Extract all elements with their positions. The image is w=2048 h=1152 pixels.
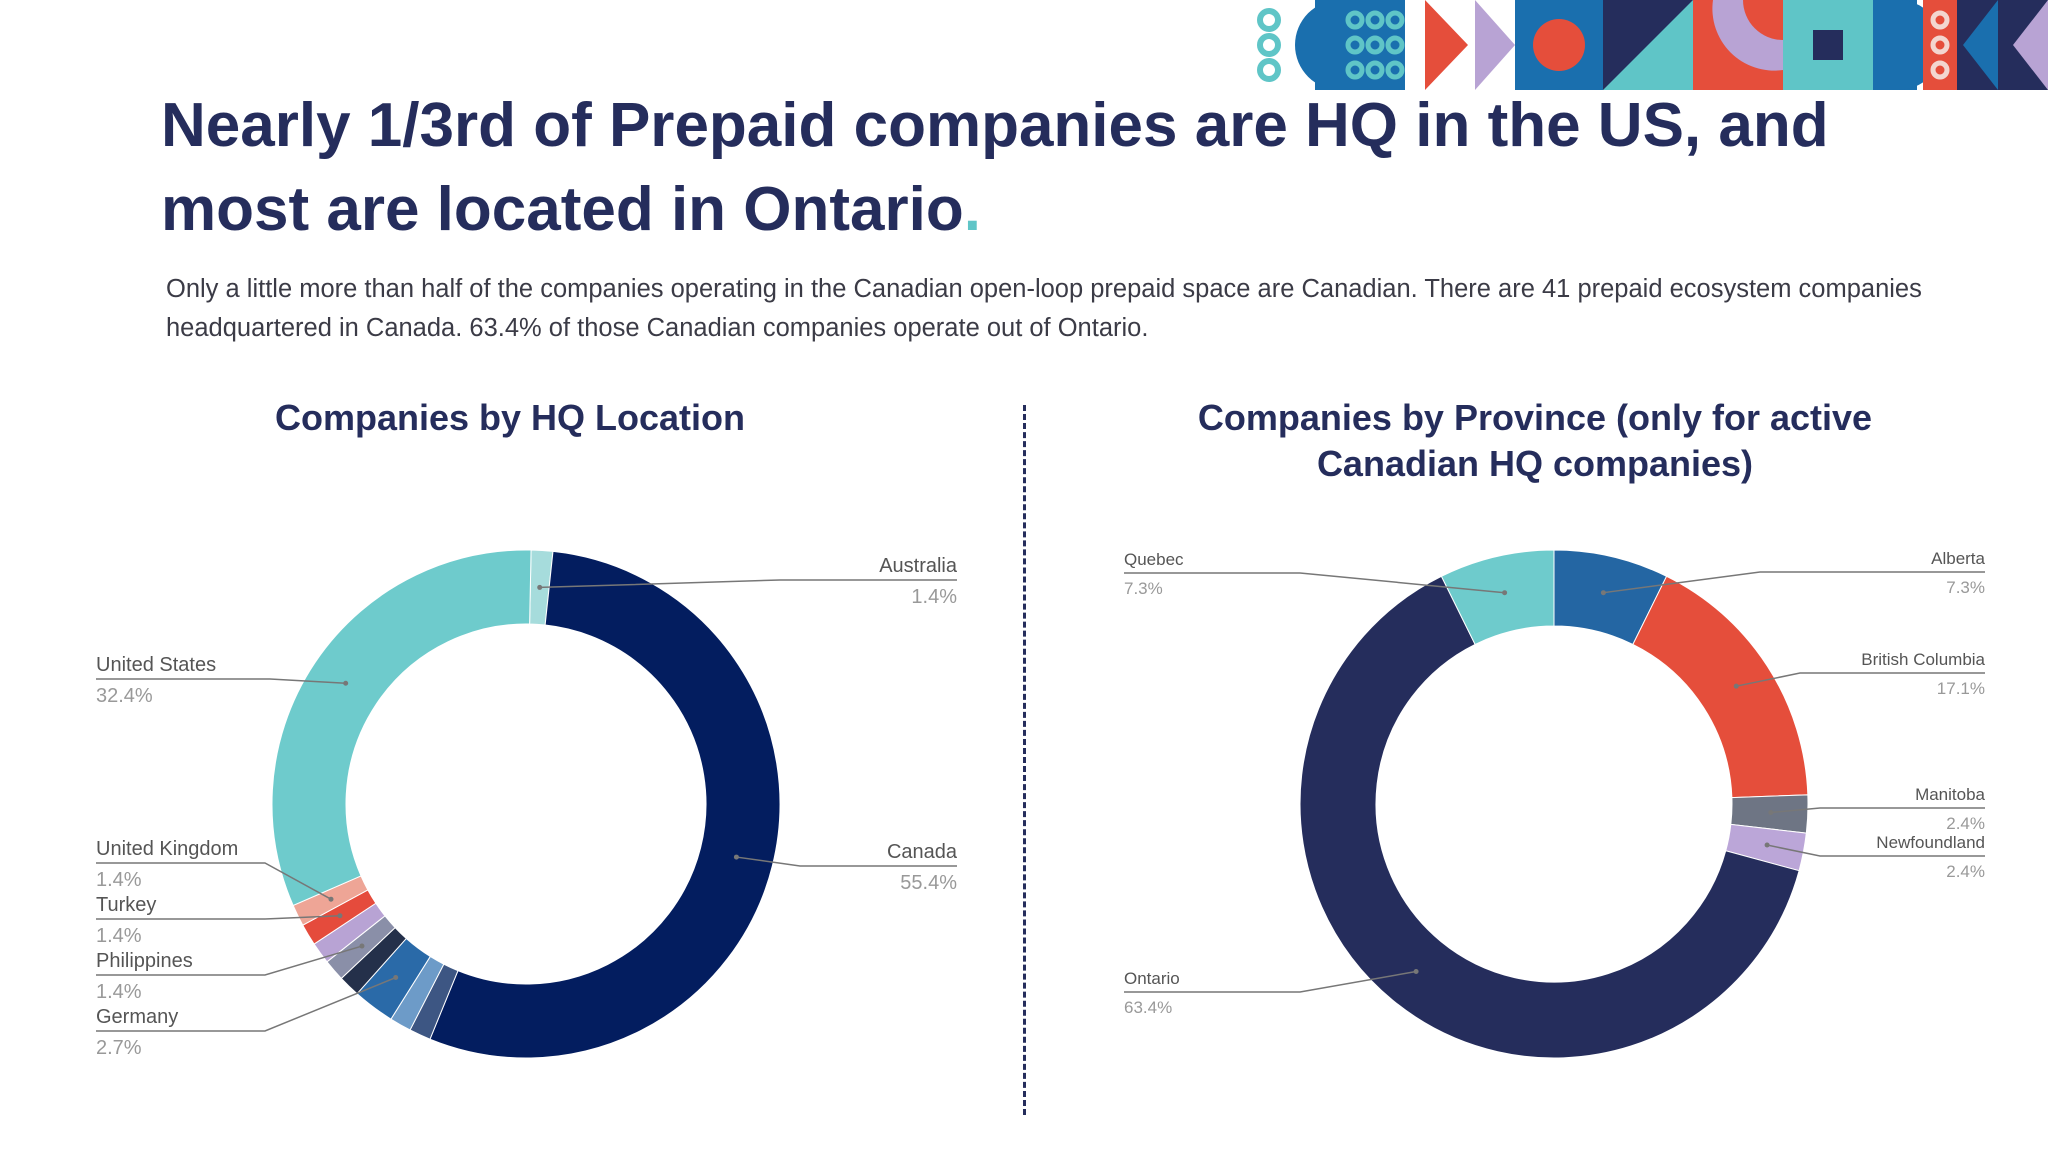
slice-value-canada: 55.4% xyxy=(900,872,957,894)
slice-label-turkey: Turkey xyxy=(96,894,156,916)
slice-label-manitoba: Manitoba xyxy=(1915,785,1985,804)
leader-line-turkey xyxy=(96,914,340,920)
leader-dot-alberta xyxy=(1600,590,1606,596)
donut-slice-united-states xyxy=(271,549,532,907)
slice-value-manitoba: 2.4% xyxy=(1946,814,1985,833)
leader-line-british-columbia xyxy=(1736,672,1985,687)
leader-line-quebec xyxy=(1124,572,1505,594)
leader-line-philippines xyxy=(96,945,363,976)
slice-value-newfoundland: 2.4% xyxy=(1946,862,1985,881)
leader-dot-quebec xyxy=(1502,590,1508,596)
slice-value-turkey: 1.4% xyxy=(96,925,142,947)
leader-line-manitoba xyxy=(1770,807,1985,814)
slice-value-alberta: 7.3% xyxy=(1946,578,1985,597)
slice-label-quebec: Quebec xyxy=(1124,550,1184,569)
leader-line-united-states xyxy=(96,678,346,685)
decorative-banner xyxy=(1257,0,2048,90)
leader-dot-canada xyxy=(733,854,739,860)
slice-label-ontario: Ontario xyxy=(1124,969,1180,988)
donut-labels: Australia 1.4% Canada 55.4% Germany 2.7% Phili… xyxy=(96,555,958,1059)
slice-label-united-states: United States xyxy=(96,654,216,676)
leader-line-australia xyxy=(539,579,957,589)
slice-label-canada: Canada xyxy=(887,841,958,863)
leader-dot-newfoundland xyxy=(1764,842,1770,848)
donut-labels: Alberta 7.3% British Columbia 17.1% Manitoba… xyxy=(1124,549,1986,1017)
page-subtitle: Only a little more than half of the comp… xyxy=(166,275,1922,342)
leader-line-germany xyxy=(96,976,396,1032)
leader-dot-australia xyxy=(537,584,543,590)
slice-label-united-kingdom: United Kingdom xyxy=(96,838,238,860)
leader-line-canada xyxy=(736,856,957,867)
slice-value-ontario: 63.4% xyxy=(1124,998,1172,1017)
slice-value-philippines: 1.4% xyxy=(96,981,142,1003)
page-title-accent-dot: . xyxy=(963,175,981,244)
donut-slices xyxy=(1299,549,1809,1059)
leader-line-newfoundland xyxy=(1766,844,1985,857)
donut-slice-canada xyxy=(429,550,781,1059)
leader-dot-philippines xyxy=(359,943,365,949)
leader-dot-germany xyxy=(393,975,399,981)
slice-label-germany: Germany xyxy=(96,1006,178,1028)
slice-value-quebec: 7.3% xyxy=(1124,579,1163,598)
hq-location-donut-chart: Australia 1.4% Canada 55.4% Germany 2.7% Phili… xyxy=(96,549,958,1059)
slice-value-united-kingdom: 1.4% xyxy=(96,869,142,891)
slice-label-british-columbia: British Columbia xyxy=(1861,650,1985,669)
leader-dot-ontario xyxy=(1413,969,1419,975)
slice-label-australia: Australia xyxy=(879,555,958,577)
page-title-text: Nearly 1/3rd of Prepaid companies are HQ… xyxy=(161,91,1829,244)
slice-value-british-columbia: 17.1% xyxy=(1937,679,1985,698)
leader-dot-turkey xyxy=(337,913,343,919)
page-title: Nearly 1/3rd of Prepaid companies are HQ… xyxy=(161,84,1961,252)
donut-slice-british-columbia xyxy=(1632,575,1809,799)
leader-dot-british-columbia xyxy=(1733,683,1739,689)
slice-value-germany: 2.7% xyxy=(96,1037,142,1059)
donut-slice-quebec xyxy=(1440,549,1555,646)
slice-label-alberta: Alberta xyxy=(1931,549,1985,568)
chart-divider xyxy=(1023,405,1026,1115)
slice-label-newfoundland: Newfoundland xyxy=(1876,833,1985,852)
slice-label-philippines: Philippines xyxy=(96,950,193,972)
left-chart-title: Companies by HQ Location xyxy=(274,397,746,438)
right-chart-title: Companies by Province (only for active C… xyxy=(1197,397,1873,484)
leader-line-ontario xyxy=(1124,970,1417,993)
slice-value-united-states: 32.4% xyxy=(96,685,153,707)
leader-dot-manitoba xyxy=(1768,810,1774,816)
donut-slice-ontario xyxy=(1299,575,1800,1059)
slice-value-australia: 1.4% xyxy=(911,586,957,608)
leader-line-united-kingdom xyxy=(96,862,332,900)
leader-dot-united-kingdom xyxy=(328,896,334,902)
leader-line-alberta xyxy=(1603,571,1985,594)
leader-dot-united-states xyxy=(343,680,349,686)
